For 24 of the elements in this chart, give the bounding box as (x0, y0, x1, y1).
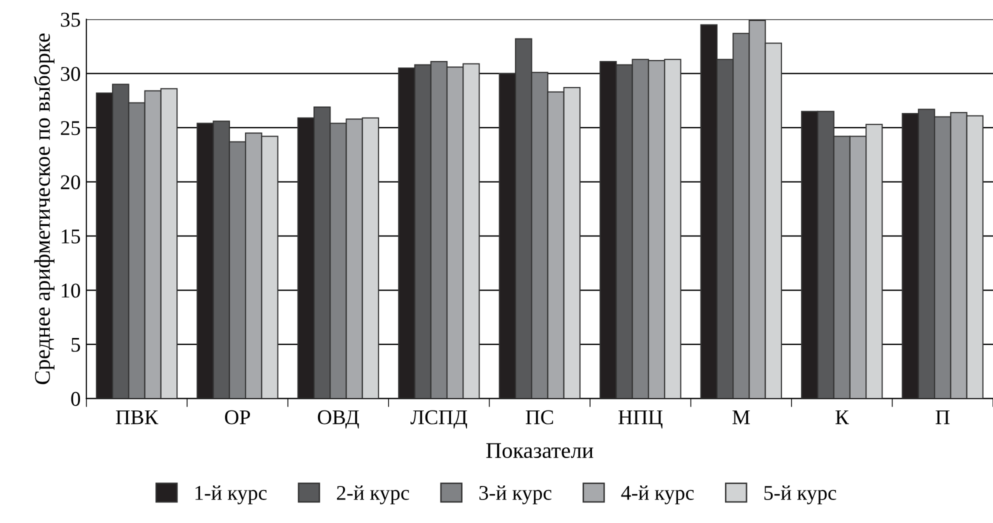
y-tick-label: 30 (61, 66, 80, 81)
y-tick-label: 20 (60, 175, 80, 190)
x-axis-title: Показатели (486, 443, 594, 458)
x-tick-label: М (732, 410, 750, 424)
y-axis-title: Среднее арифметическое по выборке (34, 34, 54, 384)
legend-label: 5-й курс (764, 485, 836, 504)
y-tick-label: 10 (62, 284, 80, 298)
x-tick-label: К (836, 410, 849, 424)
legend-label: 1-й курс (196, 485, 267, 504)
y-tick-label: 25 (60, 121, 80, 136)
legend-label: 3-й курс (479, 485, 552, 504)
y-tick-label: 15 (62, 229, 80, 244)
y-tick-label: 5 (72, 338, 80, 352)
x-tick-label: ЛСПД (410, 410, 468, 429)
x-tick-label: ПС (526, 410, 554, 424)
x-tick-label: ОВД (318, 410, 359, 429)
x-tick-label: П (936, 410, 950, 424)
x-tick-label: ПВК (116, 410, 158, 424)
y-tick-label: 0 (71, 392, 80, 406)
legend-label: 2-й курс (336, 485, 410, 504)
x-tick-label: ОР (225, 410, 250, 424)
x-tick-label: НПЦ (618, 410, 662, 429)
y-tick-label: 35 (61, 12, 80, 27)
legend-label: 4-й курс (621, 485, 694, 504)
